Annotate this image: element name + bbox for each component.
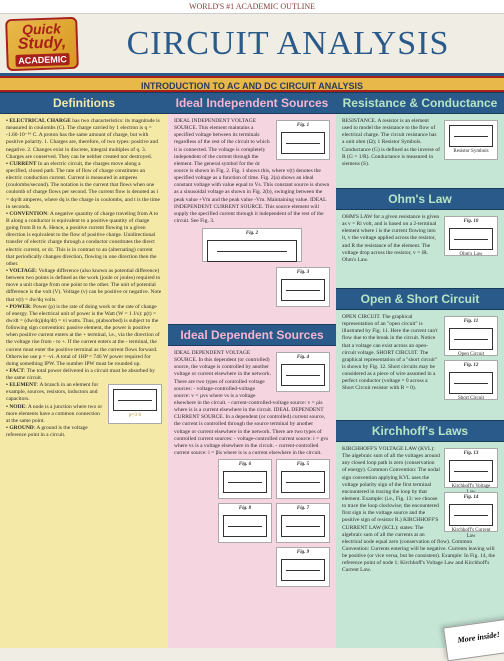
fig-power: p=3·6: [108, 384, 162, 424]
section-head-openshort: Open & Short Circuit: [336, 288, 504, 310]
section-body-dependent: Fig. 4 IDEAL DEPENDENT VOLTAGE SOURCE. I…: [168, 346, 336, 648]
page-title: CIRCUIT ANALYSIS: [78, 25, 498, 63]
fig-5: Fig. 5: [276, 459, 330, 499]
section-body-independent: Fig. 1 IDEAL INDEPENDENT VOLTAGE SOURCE.…: [168, 114, 336, 324]
section-head-independent: Ideal Independent Sources: [168, 92, 336, 114]
fig-1: Fig. 1: [276, 120, 330, 160]
fig-2: Fig. 2: [202, 228, 302, 262]
section-head-resistance: Resistance & Conductance: [336, 92, 504, 114]
fig-8: Fig. 8: [218, 503, 272, 543]
fig-13: Fig. 13Kirchhoff's Voltage Law: [444, 448, 498, 488]
fig-11: Fig. 11Open Circuit: [444, 316, 498, 356]
section-head-kirchhoff: Kirchhoff's Laws: [336, 420, 504, 442]
fig-6: Fig. 6: [218, 459, 272, 499]
section-head-ohms: Ohm's Law: [336, 188, 504, 210]
section-body-resistance: Resistor Symbols RESISTANCE. A resistor …: [336, 114, 504, 188]
section-body-definitions: ELECTRICAL CHARGE has two characteristic…: [0, 114, 168, 648]
section-head-definitions: Definitions: [0, 92, 168, 114]
section-body-kirchhoff: Fig. 13Kirchhoff's Voltage Law Fig. 14Ki…: [336, 442, 504, 648]
fig-3: Fig. 3: [276, 267, 330, 307]
section-head-dependent: Ideal Dependent Sources: [168, 324, 336, 346]
fig-14: Fig. 14Kirchhoff's Current Law: [444, 492, 498, 532]
quick-study-badge: Quick Study, ACADEMIC: [5, 16, 79, 70]
fig-7: Fig. 7: [276, 503, 330, 543]
fig-10: Fig. 10Ohm's Law: [444, 216, 498, 256]
header: Quick Study, ACADEMIC CIRCUIT ANALYSIS: [0, 14, 504, 76]
section-body-ohms: Fig. 10Ohm's Law OHM'S LAW for a given r…: [336, 210, 504, 288]
fig-9: Fig. 9: [276, 547, 330, 587]
fig-resistor: Resistor Symbols: [444, 120, 498, 160]
subtitle: INTRODUCTION TO AC AND DC CIRCUIT ANALYS…: [0, 76, 504, 92]
column-definitions: Definitions ELECTRICAL CHARGE has two ch…: [0, 92, 168, 648]
fig-4: Fig. 4: [276, 352, 330, 392]
main-columns: Definitions ELECTRICAL CHARGE has two ch…: [0, 92, 504, 648]
section-body-openshort: Fig. 11Open Circuit Fig. 12Short Circuit…: [336, 310, 504, 420]
column-laws: Resistance & Conductance Resistor Symbol…: [336, 92, 504, 648]
fig-12: Fig. 12Short Circuit: [444, 360, 498, 400]
column-sources: Ideal Independent Sources Fig. 1 IDEAL I…: [168, 92, 336, 648]
top-tagline: WORLD'S #1 ACADEMIC OUTLINE: [0, 0, 504, 14]
